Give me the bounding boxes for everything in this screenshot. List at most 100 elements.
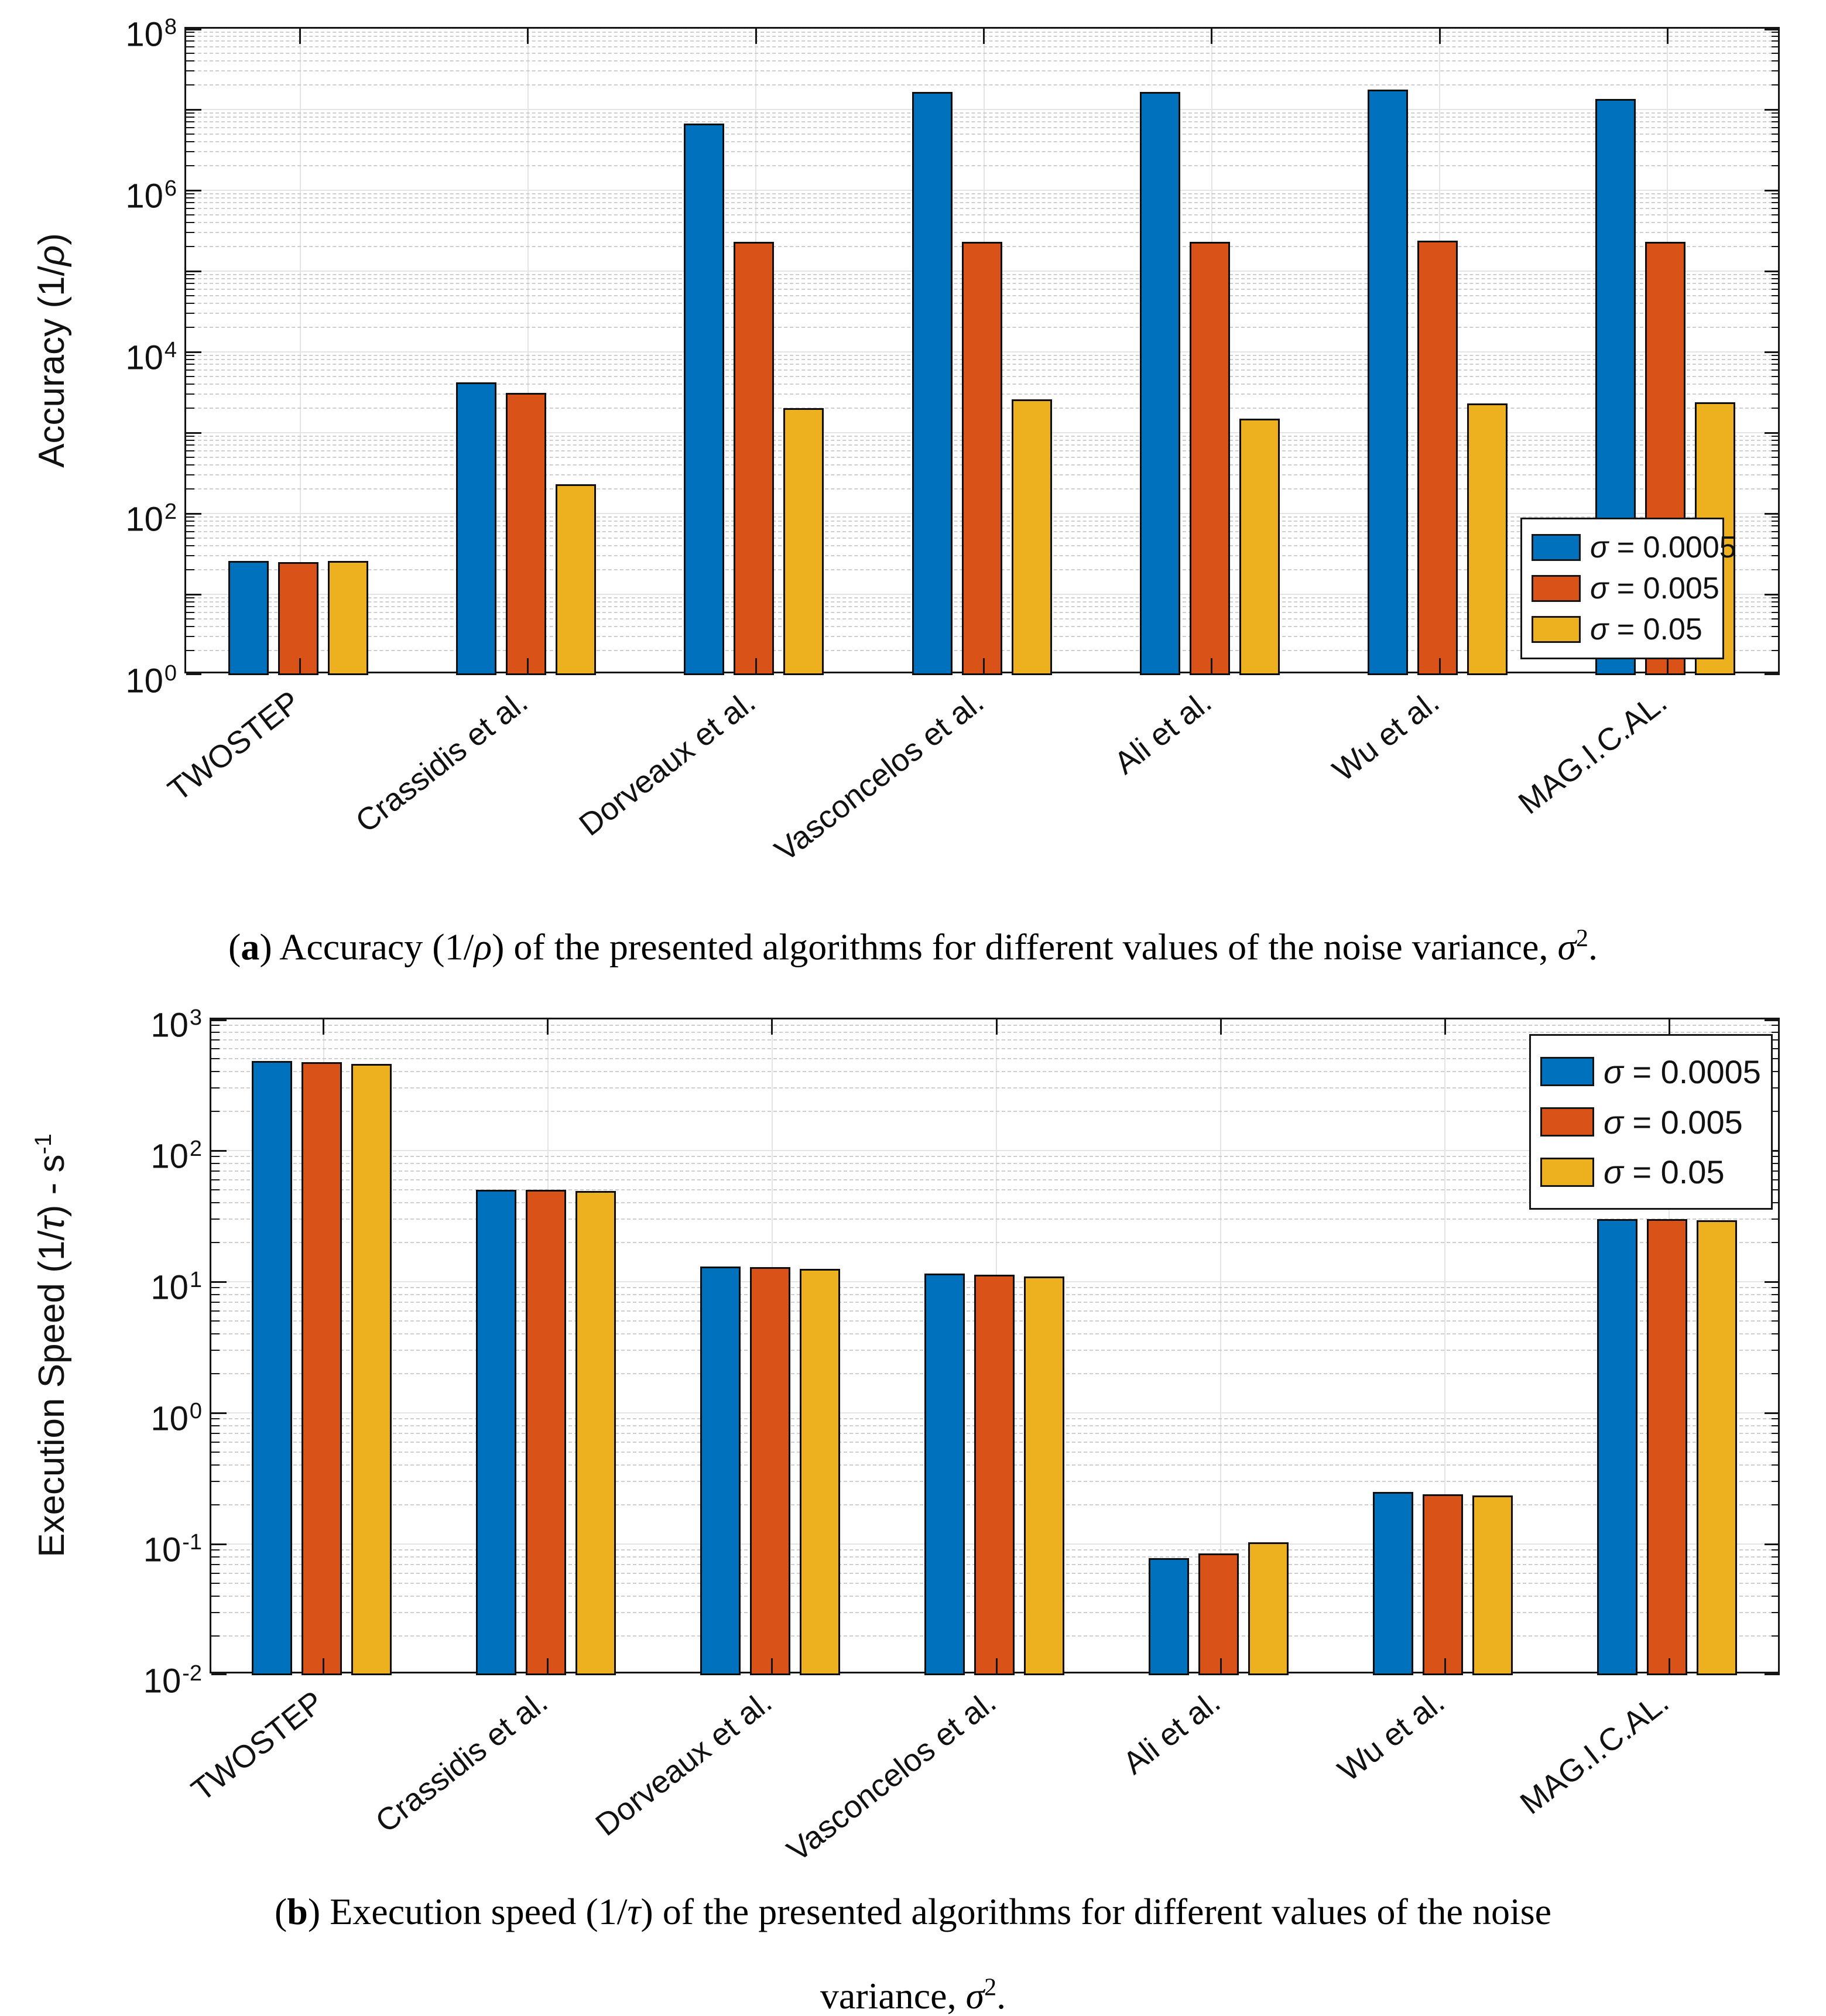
x-tick-top [1444, 1019, 1446, 1035]
y-minor-tick [1772, 1031, 1780, 1033]
bar [1248, 1542, 1289, 1675]
y-minor-tick [186, 474, 194, 476]
y-major-tick [1765, 1019, 1780, 1021]
y-minor-tick [211, 1441, 220, 1443]
caption-b-line1: (b) Execution speed (1/τ) of the present… [275, 1891, 1551, 1932]
legend-item: σ = 0.0005 [1532, 530, 1736, 565]
y-minor-tick [1772, 359, 1780, 361]
caption-a-sigma: σ [1557, 926, 1576, 968]
ytick-label: 100 [36, 645, 177, 701]
y-minor-tick [1772, 32, 1780, 33]
y-minor-tick [211, 1087, 220, 1089]
y-minor-tick [211, 1170, 220, 1172]
y-minor-tick [211, 1464, 220, 1466]
y-minor-tick [1772, 1048, 1780, 1049]
y-minor-tick [1772, 636, 1780, 638]
y-minor-tick [1772, 525, 1780, 527]
y-minor-tick [211, 1320, 220, 1322]
y-minor-tick [186, 408, 194, 409]
x-tick-bottom [1666, 658, 1669, 675]
y-minor-tick [1772, 202, 1780, 204]
ytick-label: 10-2 [61, 1645, 202, 1702]
y-minor-tick [1772, 214, 1780, 215]
caption-a-tag: (a) [228, 926, 272, 968]
y-minor-tick [1772, 1189, 1780, 1191]
caption-b-text: ) of the presented algorithms for differ… [640, 1891, 1552, 1932]
legend-label: σ = 0.05 [1604, 1153, 1725, 1191]
ytick-base: 10 [125, 338, 163, 377]
caption-a-rho: ρ [474, 926, 492, 968]
legend-box: σ = 0.0005 σ = 0.005 σ = 0.05 [1529, 1034, 1773, 1210]
y-minor-tick [186, 221, 194, 223]
y-minor-tick [211, 1418, 220, 1420]
y-minor-tick [1772, 618, 1780, 619]
y-minor-tick [1772, 221, 1780, 223]
legend-sigma-symbol: σ [1590, 571, 1609, 605]
caption-b-sigma: σ [965, 1975, 985, 2016]
y-minor-tick [1772, 1110, 1780, 1112]
plot-area [210, 1018, 1780, 1675]
y-minor-tick [1772, 246, 1780, 248]
x-tick-top [323, 1019, 325, 1035]
grid-minor-hline [211, 1156, 1778, 1158]
y-minor-tick [186, 133, 194, 135]
y-minor-tick [211, 1287, 220, 1289]
grid-minor-hline [186, 232, 1778, 234]
bar [475, 1190, 516, 1675]
grid-minor-hline [186, 214, 1778, 215]
ytick-label: 108 [36, 0, 177, 55]
caption-b-line2: variance, σ2. [820, 1974, 1006, 2016]
bar [749, 1267, 790, 1675]
y-minor-tick [1772, 601, 1780, 603]
legend-sigma-value: = 0.005 [1608, 571, 1719, 605]
y-minor-tick [1772, 1425, 1780, 1426]
y-minor-tick [1772, 1563, 1780, 1565]
y-minor-tick [186, 601, 194, 603]
legend-sigma-symbol: σ [1590, 530, 1609, 564]
y-minor-tick [211, 1202, 220, 1204]
bar [1647, 1219, 1688, 1675]
legend-label: σ = 0.0005 [1604, 1053, 1761, 1091]
y-minor-tick [186, 126, 194, 128]
y-minor-tick [1772, 474, 1780, 476]
y-minor-tick [186, 197, 194, 199]
caption-b-text: variance, [820, 1975, 966, 2016]
y-minor-tick [1772, 1432, 1780, 1434]
y-minor-tick [186, 364, 194, 365]
y-minor-tick [211, 1556, 220, 1558]
y-minor-tick [1772, 545, 1780, 546]
grid-minor-hline [211, 1219, 1778, 1220]
ytick-exponent: 4 [164, 338, 177, 362]
grid-minor-hline [186, 193, 1778, 195]
y-minor-tick [1772, 117, 1780, 118]
ytick-base: 10 [143, 1531, 181, 1569]
grid-minor-hline [186, 133, 1778, 135]
ytick-base: 10 [125, 500, 163, 539]
y-minor-tick [186, 313, 194, 314]
ytick-base: 10 [125, 662, 163, 700]
x-tick-top [299, 29, 302, 44]
y-minor-tick [1772, 52, 1780, 54]
y-major-tick [1765, 673, 1780, 675]
y-minor-tick [1772, 112, 1780, 114]
grid-minor-hline [211, 1241, 1778, 1243]
y-minor-tick [211, 1596, 220, 1597]
y-minor-tick [186, 521, 194, 522]
y-minor-tick [186, 214, 194, 215]
ytick-label: 10-1 [61, 1514, 202, 1570]
caption-b: (b) Execution speed (1/τ) of the present… [0, 1874, 1826, 2016]
y-major-tick [1765, 351, 1780, 353]
legend-item: σ = 0.005 [1540, 1103, 1762, 1141]
y-minor-tick [1772, 569, 1780, 571]
bar [351, 1063, 392, 1675]
y-minor-tick [1772, 193, 1780, 195]
legend-sigma-value: = 0.0005 [1623, 1053, 1761, 1090]
grid-minor-hline [186, 36, 1778, 37]
y-minor-tick [1772, 530, 1780, 532]
x-tick-top [983, 29, 985, 44]
bar [799, 1268, 840, 1675]
y-minor-tick [1772, 1583, 1780, 1584]
y-major-tick [186, 29, 201, 30]
bar [1373, 1491, 1414, 1675]
bar [555, 484, 596, 675]
